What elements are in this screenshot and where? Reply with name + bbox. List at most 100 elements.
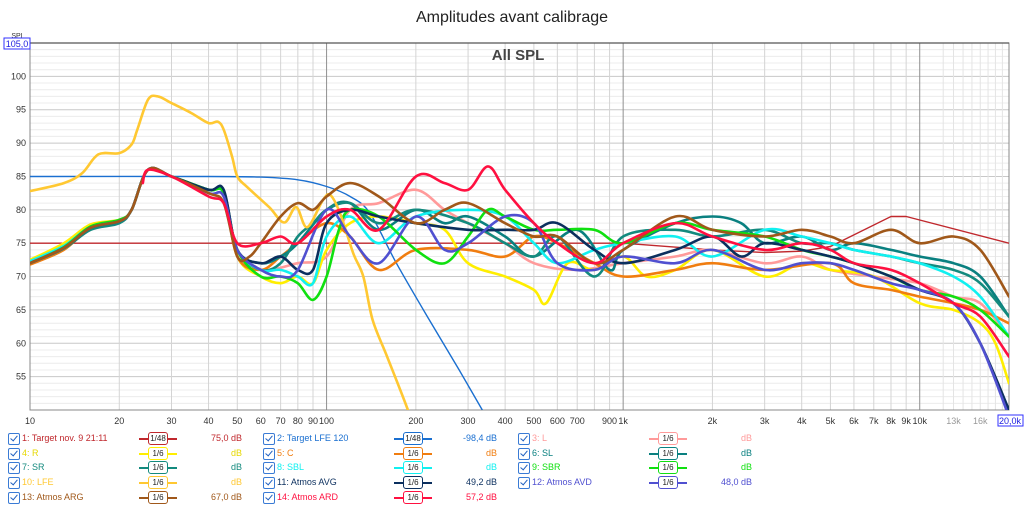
legend-series-value: dB <box>230 477 242 487</box>
legend-checkbox[interactable] <box>263 433 275 445</box>
legend-series-value: dB <box>740 448 752 458</box>
legend-series-name: 10: LFE <box>22 477 54 487</box>
legend-checkbox[interactable] <box>8 433 20 445</box>
y-tick-label: 90 <box>16 138 26 148</box>
legend-item-7: 7: SR 1/6 dB <box>8 461 258 475</box>
legend-item-8: 8: SBL 1/6 dB <box>263 461 513 475</box>
legend-series-value: dB <box>230 462 242 472</box>
legend-checkbox[interactable] <box>518 462 530 474</box>
smoothing-button[interactable]: 1/6 <box>148 461 168 474</box>
x-tick-label: 70 <box>276 416 286 426</box>
legend-series-name: 9: SBR <box>532 462 561 472</box>
y-tick-label: 55 <box>16 372 26 382</box>
legend-series-value: 48,0 dB <box>720 477 752 487</box>
legend-checkbox[interactable] <box>8 477 20 489</box>
x-tick-label: 900 <box>602 416 617 426</box>
legend-series-value: dB <box>485 448 497 458</box>
y-tick-label: 70 <box>16 272 26 282</box>
smoothing-button[interactable]: 1/6 <box>658 461 678 474</box>
legend-checkbox[interactable] <box>263 477 275 489</box>
legend-series-value: -98,4 dB <box>462 433 497 443</box>
y-tick-label: 100 <box>11 71 26 81</box>
legend-item-11: 11: Atmos AVG 1/6 49,2 dB <box>263 476 513 490</box>
legend-series-name: 11: Atmos AVG <box>277 477 337 487</box>
legend-item-3: 3: L 1/6 dB <box>518 432 768 446</box>
x-end-box[interactable] <box>997 414 1024 427</box>
legend-series-value: dB <box>740 433 752 443</box>
x-tick-label: 200 <box>408 416 423 426</box>
smoothing-button[interactable]: 1/6 <box>658 432 678 445</box>
smoothing-button[interactable]: 1/6 <box>148 491 168 504</box>
x-tick-label: 13k <box>946 416 961 426</box>
legend-series-name: 1: Target nov. 9 21:11 <box>22 433 108 443</box>
smoothing-button[interactable]: 1/6 <box>148 447 168 460</box>
legend-item-10: 10: LFE 1/6 dB <box>8 476 258 490</box>
x-tick-label: 700 <box>570 416 585 426</box>
legend-series-value: 67,0 dB <box>210 492 242 502</box>
smoothing-button[interactable]: 1/6 <box>403 491 423 504</box>
series-line-11 <box>30 166 1009 410</box>
legend-checkbox[interactable] <box>518 433 530 445</box>
x-end-value[interactable]: 20,0k <box>999 416 1022 426</box>
legend-checkbox[interactable] <box>263 448 275 460</box>
legend-series-name: 8: SBL <box>277 462 305 472</box>
legend-checkbox[interactable] <box>8 492 20 504</box>
legend-series-value: dB <box>230 448 242 458</box>
legend-series-name: 4: R <box>22 448 39 458</box>
x-tick-label: 90 <box>308 416 318 426</box>
x-tick-label: 400 <box>498 416 513 426</box>
x-tick-label: 10k <box>912 416 927 426</box>
smoothing-button[interactable]: 1/6 <box>403 476 423 489</box>
smoothing-button[interactable]: 1/6 <box>148 476 168 489</box>
chart-title: Amplitudes avant calibrage <box>416 9 608 26</box>
legend-series-name: 2: Target LFE 120 <box>277 433 349 443</box>
smoothing-button[interactable]: 1/48 <box>148 432 168 445</box>
legend-series-name: 5: C <box>277 448 294 458</box>
legend-checkbox[interactable] <box>518 448 530 460</box>
y-tick-label: 65 <box>16 305 26 315</box>
x-tick-label: 5k <box>826 416 836 426</box>
legend-series-value: dB <box>485 462 497 472</box>
smoothing-button[interactable]: 1/6 <box>403 461 423 474</box>
legend-series-name: 13: Atmos ARG <box>22 492 84 502</box>
legend-series-value: 57,2 dB <box>465 492 497 502</box>
legend-checkbox[interactable] <box>518 477 530 489</box>
legend-checkbox[interactable] <box>263 492 275 504</box>
x-tick-label: 7k <box>869 416 879 426</box>
y-top-value[interactable]: 105,0 <box>6 39 29 49</box>
legend-item-5: 5: C 1/6 dB <box>263 447 513 461</box>
legend-item-12: 12: Atmos AVD 1/6 48,0 dB <box>518 476 768 490</box>
legend-checkbox[interactable] <box>8 462 20 474</box>
y-tick-label: 85 <box>16 171 26 181</box>
x-tick-label: 40 <box>204 416 214 426</box>
series-line-10 <box>30 94 410 410</box>
smoothing-button[interactable]: 1/6 <box>658 476 678 489</box>
legend-series-value: dB <box>740 462 752 472</box>
y-top-box[interactable] <box>3 37 31 50</box>
x-tick-label: 80 <box>293 416 303 426</box>
legend-item-6: 6: SL 1/6 dB <box>518 447 768 461</box>
y-tick-label: 60 <box>16 338 26 348</box>
smoothing-button[interactable]: 1/6 <box>658 447 678 460</box>
curves <box>30 94 1009 410</box>
legend-checkbox[interactable] <box>8 448 20 460</box>
x-tick-label: 9k <box>901 416 911 426</box>
legend-checkbox[interactable] <box>263 462 275 474</box>
legend-item-9: 9: SBR 1/6 dB <box>518 461 768 475</box>
x-tick-label: 8k <box>886 416 896 426</box>
legend-item-14: 14: Atmos ARD 1/6 57,2 dB <box>263 491 513 505</box>
series-line-13 <box>30 166 1009 298</box>
x-tick-label: 2k <box>708 416 718 426</box>
x-tick-label: 500 <box>526 416 541 426</box>
smoothing-button[interactable]: 1/6 <box>403 447 423 460</box>
smoothing-button[interactable]: 1/48 <box>403 432 423 445</box>
legend-item-1: 1: Target nov. 9 21:11 1/48 75,0 dB <box>8 432 258 446</box>
legend-series-name: 3: L <box>532 433 548 443</box>
legend-series-value: 49,2 dB <box>465 477 497 487</box>
x-tick-label: 6k <box>849 416 859 426</box>
x-tick-label: 20 <box>114 416 124 426</box>
legend-item-13: 13: Atmos ARG 1/6 67,0 dB <box>8 491 258 505</box>
x-tick-label: 1k <box>618 416 628 426</box>
series-line-5 <box>30 166 1009 325</box>
x-tick-label: 3k <box>760 416 770 426</box>
